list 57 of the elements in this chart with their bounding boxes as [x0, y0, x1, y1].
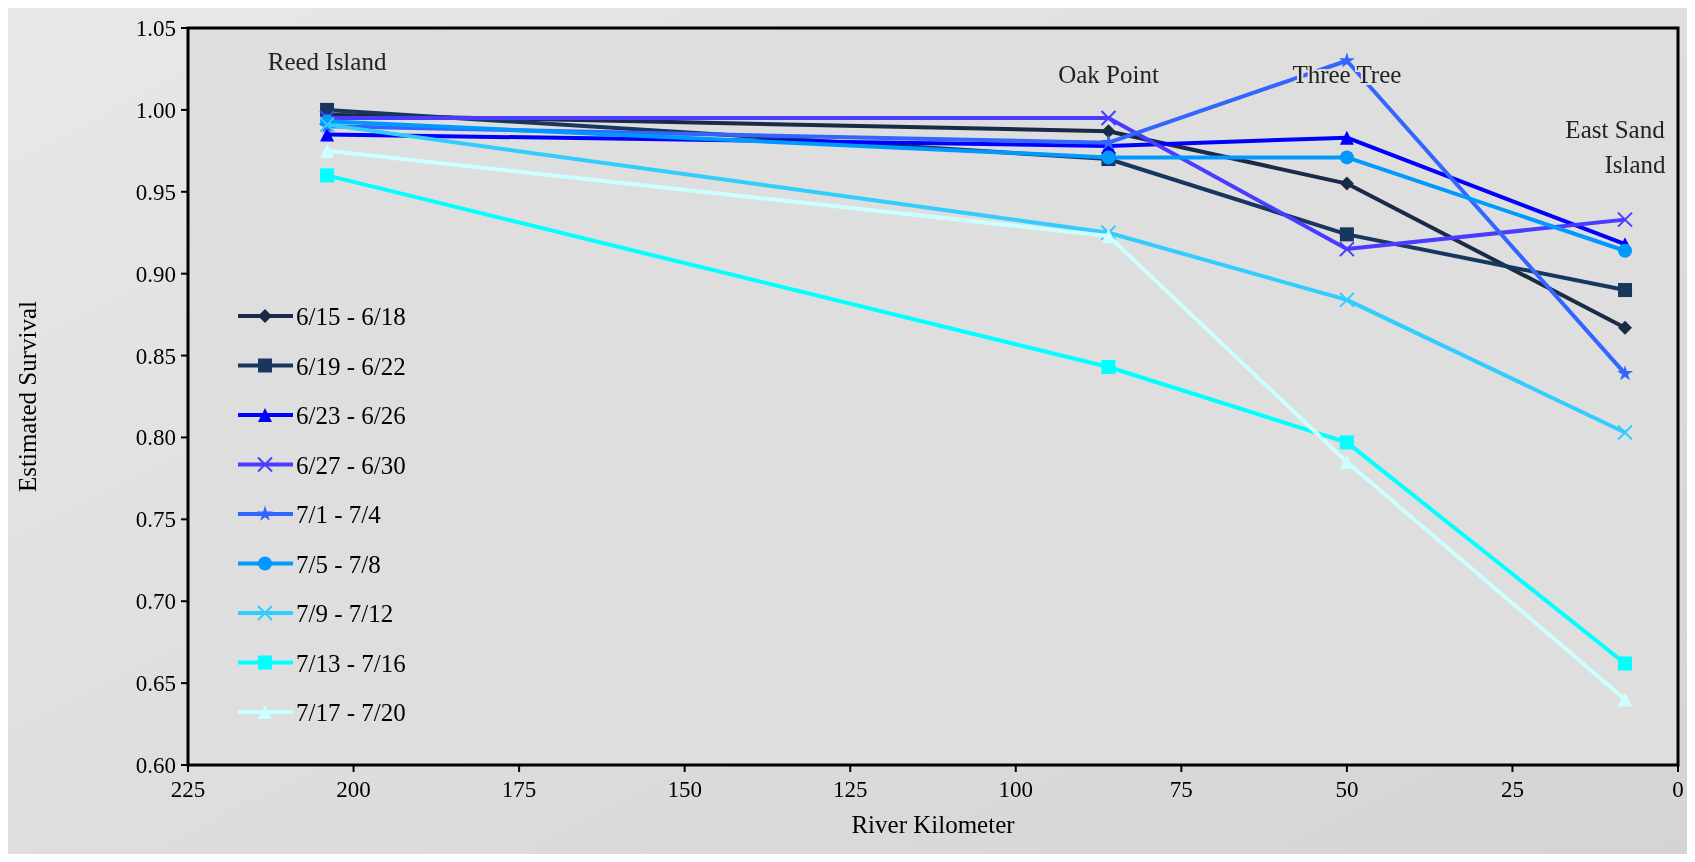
point — [320, 168, 335, 183]
point — [1618, 320, 1633, 335]
legend-label: 7/9 - 7/12 — [296, 600, 394, 627]
point — [1101, 360, 1116, 375]
legend-label: 7/13 - 7/16 — [296, 649, 406, 677]
annotation: Oak Point — [1058, 61, 1159, 88]
point — [1339, 227, 1354, 242]
point — [1617, 365, 1634, 381]
y-axis-title: Estimated Survival — [14, 300, 41, 492]
annotation: Reed Island — [267, 48, 387, 75]
point — [1618, 692, 1633, 707]
point — [1618, 283, 1633, 298]
y-tick-label: 0.90 — [135, 261, 176, 287]
point — [1339, 130, 1354, 145]
point — [1339, 435, 1354, 450]
x-tick-label: 0 — [1672, 777, 1684, 802]
point — [1339, 455, 1354, 470]
point — [1339, 150, 1354, 165]
x-tick-label: 25 — [1500, 777, 1524, 802]
point — [1100, 110, 1117, 127]
legend-label: 7/5 - 7/8 — [296, 550, 381, 578]
legend-label: 6/15 - 6/18 — [296, 303, 406, 330]
y-tick-label: 0.70 — [135, 589, 176, 615]
x-tick-label: 75 — [1169, 777, 1193, 802]
point — [1617, 424, 1634, 441]
y-tick-label: 0.95 — [135, 179, 176, 205]
y-tick-label: 0.75 — [135, 507, 176, 533]
legend-label: 6/23 - 6/26 — [296, 402, 406, 429]
point — [320, 143, 335, 158]
x-tick-label: 175 — [501, 777, 537, 802]
y-tick-label: 0.85 — [135, 343, 176, 369]
annotation: East Sand Island — [1565, 116, 1667, 178]
x-tick-label: 100 — [998, 777, 1034, 802]
point — [1338, 241, 1355, 258]
x-tick-label: 200 — [336, 777, 371, 802]
point — [1338, 291, 1355, 308]
x-tick-label: 150 — [667, 777, 702, 802]
legend-label: 6/19 - 6/22 — [296, 352, 406, 380]
y-tick-label: 1.00 — [135, 97, 176, 123]
y-tick-label: 0.80 — [135, 425, 176, 451]
x-tick-label: 50 — [1335, 777, 1359, 802]
point — [1618, 243, 1633, 258]
legend-label: 7/1 - 7/4 — [296, 501, 382, 528]
x-tick-label: 125 — [832, 777, 868, 802]
point — [1100, 224, 1117, 241]
legend-label: 7/17 - 7/20 — [296, 699, 406, 726]
x-axis-title: River Kilometer — [851, 811, 1016, 838]
point — [320, 127, 335, 142]
legend-label: 6/27 - 6/30 — [296, 451, 406, 479]
point — [1101, 124, 1116, 139]
point — [1618, 656, 1633, 671]
point — [1339, 176, 1354, 191]
y-tick-label: 0.65 — [135, 671, 176, 697]
point — [1617, 211, 1634, 228]
x-tick-label: 225 — [170, 777, 206, 802]
y-tick-label: 0.60 — [135, 753, 176, 778]
y-tick-label: 1.05 — [135, 16, 176, 41]
